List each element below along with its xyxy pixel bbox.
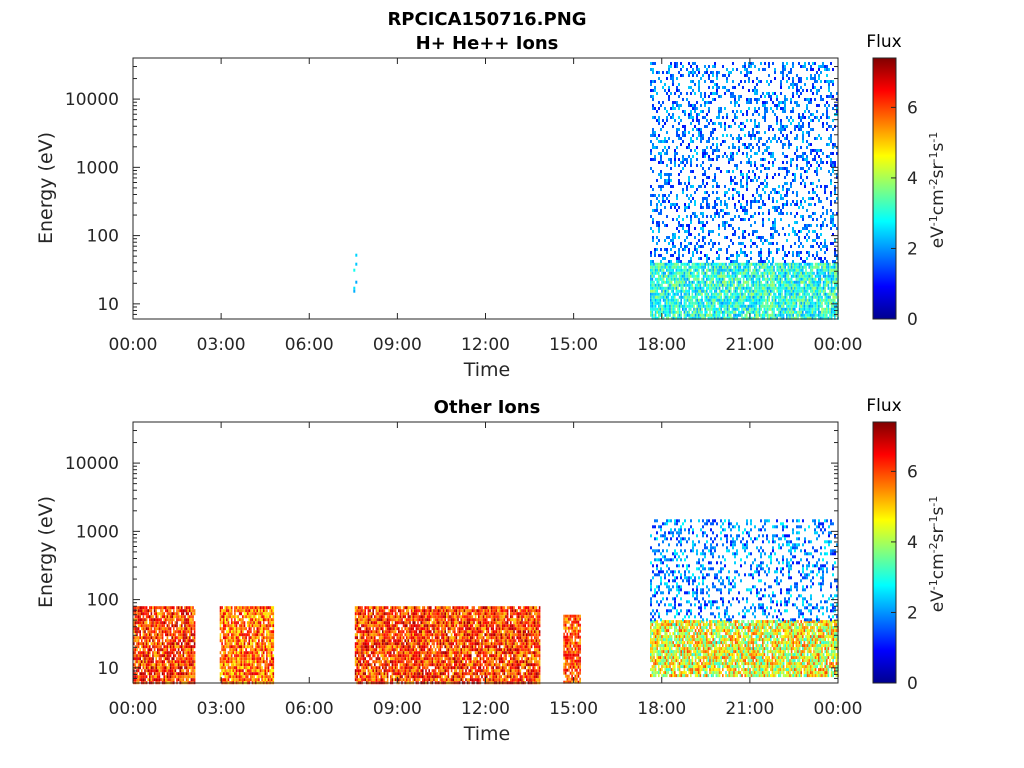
panel-h-he-ions: H+ He++ Ions 00:00 03:00 06:00 09:00 12:00 15… <box>35 32 948 381</box>
colorbar-title: Flux <box>866 32 901 52</box>
y-axis-label: Energy (eV) <box>35 496 57 608</box>
flux-region-3 <box>563 614 581 684</box>
colorbar-tick-label: 0 <box>907 674 918 694</box>
flux-region-0 <box>353 253 358 293</box>
x-tick-label: 00:00 <box>814 335 863 355</box>
x-tick-label: 15:00 <box>549 699 598 719</box>
x-tick-label: 15:00 <box>549 335 598 355</box>
flux-region-1 <box>219 606 275 685</box>
panel-title: H+ He++ Ions <box>416 33 559 54</box>
x-tick-label: 21:00 <box>725 335 774 355</box>
colorbar-tick-label: 6 <box>907 98 918 118</box>
colorbar-title: Flux <box>866 396 901 416</box>
x-tick-label: 09:00 <box>373 699 422 719</box>
y-tick-label: 10 <box>97 659 119 679</box>
colorbar: 0 2 4 6 Flux eV-1cm-2sr-1s-1 <box>866 32 948 330</box>
colorbar-unit-label: eV-1cm-2sr-1s-1 <box>927 132 949 249</box>
y-tick-label: 10 <box>97 295 119 315</box>
x-tick-label: 21:00 <box>725 699 774 719</box>
x-tick-label: 03:00 <box>197 699 246 719</box>
x-tick-label: 12:00 <box>461 335 510 355</box>
flux-region-2 <box>354 606 541 685</box>
spectrogram-image <box>133 422 839 685</box>
y-tick-label: 1000 <box>76 522 119 542</box>
x-tick-label: 12:00 <box>461 699 510 719</box>
x-tick-label: 09:00 <box>373 335 422 355</box>
x-tick-label: 00:00 <box>109 335 158 355</box>
x-tick-label: 06:00 <box>285 699 334 719</box>
flux-region-1 <box>650 262 839 320</box>
x-tick-label: 00:00 <box>109 699 158 719</box>
y-tick-label: 1000 <box>76 158 119 178</box>
y-axis-label: Energy (eV) <box>35 132 57 244</box>
flux-region-4 <box>650 620 839 678</box>
figure-title: RPCICA150716.PNG <box>387 9 586 30</box>
colorbar: 0 2 4 6 Flux eV-1cm-2sr-1s-1 <box>866 396 948 694</box>
y-tick-label: 100 <box>87 591 119 611</box>
colorbar-tick-label: 6 <box>907 462 918 482</box>
x-axis-label: Time <box>463 359 511 381</box>
colorbar-unit-label: eV-1cm-2sr-1s-1 <box>927 496 949 613</box>
colorbar-tick-label: 4 <box>907 169 918 189</box>
flux-region-2 <box>650 62 838 263</box>
panel-other-ions: Other Ions 00:00 03:00 06:00 09:00 12:00 15:0… <box>35 396 948 745</box>
spectrogram-image <box>133 58 839 320</box>
flux-region-5 <box>650 519 838 622</box>
x-tick-label: 03:00 <box>197 335 246 355</box>
y-tick-label: 100 <box>87 227 119 247</box>
x-axis-label: Time <box>463 723 511 745</box>
colorbar-tick-label: 4 <box>907 533 918 553</box>
y-tick-label: 10000 <box>65 454 119 474</box>
panel-title: Other Ions <box>434 397 541 418</box>
colorbar-gradient <box>872 421 897 684</box>
x-tick-label: 18:00 <box>637 335 686 355</box>
y-tick-label: 10000 <box>65 90 119 110</box>
colorbar-tick-label: 2 <box>907 603 918 623</box>
colorbar-gradient <box>872 57 897 320</box>
x-tick-label: 06:00 <box>285 335 334 355</box>
colorbar-tick-label: 2 <box>907 239 918 259</box>
colorbar-tick-label: 0 <box>907 310 918 330</box>
x-tick-label: 00:00 <box>814 699 863 719</box>
x-tick-label: 18:00 <box>637 699 686 719</box>
